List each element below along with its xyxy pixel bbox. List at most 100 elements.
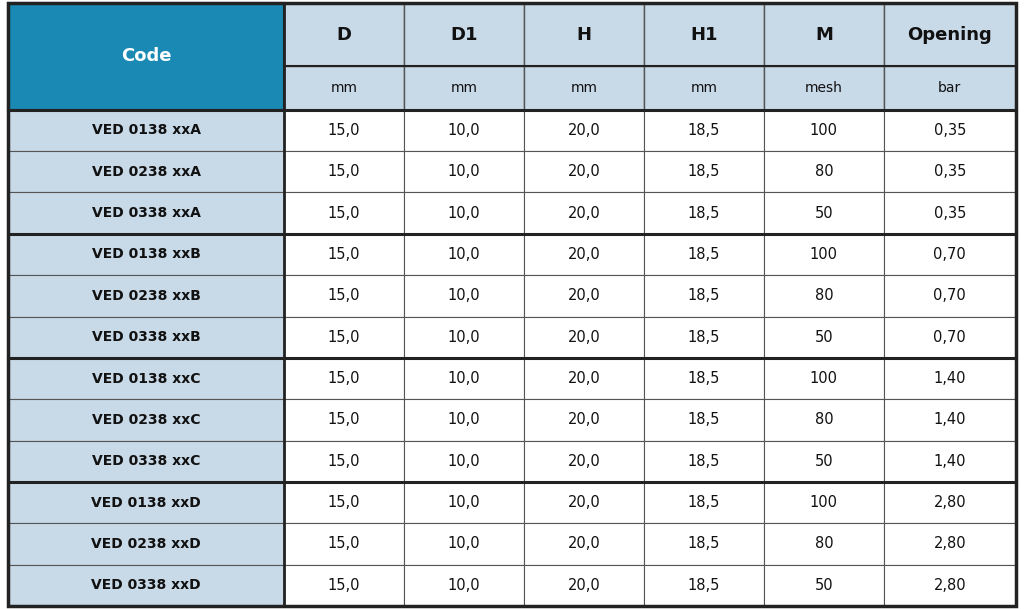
Bar <box>524 3 644 66</box>
Text: 0,70: 0,70 <box>934 247 967 262</box>
Bar <box>8 523 284 565</box>
Text: 20,0: 20,0 <box>567 206 600 220</box>
Bar <box>764 151 884 192</box>
Bar <box>8 275 284 317</box>
Bar <box>8 110 284 151</box>
Bar <box>524 358 644 400</box>
Text: 100: 100 <box>810 247 838 262</box>
Text: VED 0138 xxD: VED 0138 xxD <box>91 496 201 510</box>
Bar <box>884 400 1016 440</box>
Bar <box>404 234 524 275</box>
Bar <box>644 358 764 400</box>
Text: 18,5: 18,5 <box>688 412 720 428</box>
Bar <box>884 565 1016 606</box>
Bar <box>284 110 404 151</box>
Bar <box>764 565 884 606</box>
Bar <box>884 482 1016 523</box>
Text: 20,0: 20,0 <box>567 578 600 593</box>
Bar <box>884 110 1016 151</box>
Text: 20,0: 20,0 <box>567 247 600 262</box>
Text: mm: mm <box>331 81 357 95</box>
Text: 50: 50 <box>814 454 834 469</box>
Text: 2,80: 2,80 <box>934 537 967 551</box>
Bar <box>404 192 524 234</box>
Bar <box>644 400 764 440</box>
Bar <box>524 66 644 110</box>
Bar <box>644 66 764 110</box>
Bar <box>884 317 1016 358</box>
Text: 20,0: 20,0 <box>567 371 600 386</box>
Bar <box>884 440 1016 482</box>
Text: 18,5: 18,5 <box>688 495 720 510</box>
Bar <box>8 482 284 523</box>
Bar <box>644 275 764 317</box>
Text: VED 0238 xxD: VED 0238 xxD <box>91 537 201 551</box>
Bar <box>404 151 524 192</box>
Text: 18,5: 18,5 <box>688 288 720 303</box>
Text: VED 0338 xxC: VED 0338 xxC <box>92 454 201 468</box>
Text: 50: 50 <box>814 206 834 220</box>
Text: 0,35: 0,35 <box>934 164 966 179</box>
Bar <box>404 275 524 317</box>
Text: 15,0: 15,0 <box>328 454 360 469</box>
Bar <box>524 482 644 523</box>
Bar <box>644 110 764 151</box>
Bar <box>524 234 644 275</box>
Bar <box>284 358 404 400</box>
Text: 10,0: 10,0 <box>447 495 480 510</box>
Text: VED 0138 xxC: VED 0138 xxC <box>92 371 201 385</box>
Text: Code: Code <box>121 48 171 65</box>
Bar <box>404 66 524 110</box>
Text: 15,0: 15,0 <box>328 123 360 138</box>
Text: 15,0: 15,0 <box>328 206 360 220</box>
Bar <box>8 400 284 440</box>
Text: 15,0: 15,0 <box>328 537 360 551</box>
Text: mm: mm <box>451 81 477 95</box>
Text: 0,35: 0,35 <box>934 123 966 138</box>
Text: 20,0: 20,0 <box>567 412 600 428</box>
Text: 20,0: 20,0 <box>567 454 600 469</box>
Bar <box>884 275 1016 317</box>
Text: D: D <box>337 26 351 44</box>
Text: 1,40: 1,40 <box>934 412 966 428</box>
Text: D1: D1 <box>451 26 478 44</box>
Text: 50: 50 <box>814 329 834 345</box>
Bar <box>524 110 644 151</box>
Bar <box>644 192 764 234</box>
Text: 2,80: 2,80 <box>934 578 967 593</box>
Bar <box>644 440 764 482</box>
Text: 1,40: 1,40 <box>934 454 966 469</box>
Text: 10,0: 10,0 <box>447 288 480 303</box>
Bar <box>404 440 524 482</box>
Bar <box>524 151 644 192</box>
Text: VED 0138 xxA: VED 0138 xxA <box>91 124 201 138</box>
Bar <box>284 482 404 523</box>
Text: 20,0: 20,0 <box>567 495 600 510</box>
Bar <box>764 275 884 317</box>
Bar <box>644 234 764 275</box>
Text: 10,0: 10,0 <box>447 454 480 469</box>
Bar <box>884 192 1016 234</box>
Text: 20,0: 20,0 <box>567 329 600 345</box>
Bar <box>284 192 404 234</box>
Text: mm: mm <box>690 81 718 95</box>
Text: 100: 100 <box>810 123 838 138</box>
Bar <box>524 565 644 606</box>
Bar <box>764 358 884 400</box>
Text: 20,0: 20,0 <box>567 537 600 551</box>
Bar <box>884 151 1016 192</box>
Bar <box>764 523 884 565</box>
Bar <box>284 151 404 192</box>
Bar <box>284 523 404 565</box>
Bar <box>8 317 284 358</box>
Text: 15,0: 15,0 <box>328 578 360 593</box>
Text: 15,0: 15,0 <box>328 329 360 345</box>
Bar <box>284 3 404 66</box>
Bar <box>764 234 884 275</box>
Text: 10,0: 10,0 <box>447 412 480 428</box>
Bar <box>284 440 404 482</box>
Text: 15,0: 15,0 <box>328 288 360 303</box>
Bar <box>764 3 884 66</box>
Bar <box>644 3 764 66</box>
Bar <box>284 565 404 606</box>
